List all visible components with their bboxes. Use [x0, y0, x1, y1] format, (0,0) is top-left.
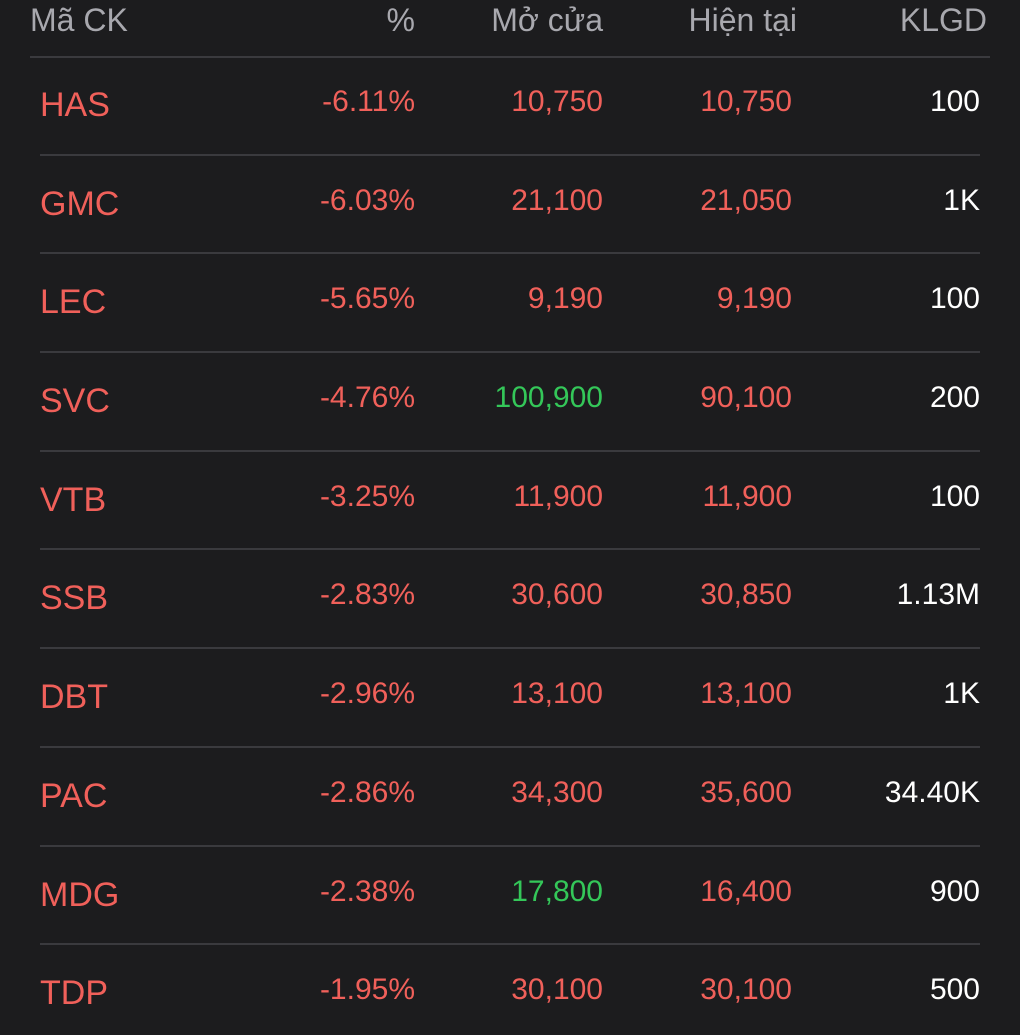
current-price: 35,600 — [700, 775, 792, 809]
trade-volume: 200 — [929, 381, 980, 415]
row-divider — [40, 252, 980, 255]
percent-change: -3.25% — [319, 479, 415, 513]
open-price: 9,190 — [527, 282, 603, 316]
trade-volume: 100 — [929, 85, 980, 118]
header-volume[interactable]: KLGD — [899, 2, 987, 38]
current-price: 21,050 — [700, 183, 792, 217]
header-symbol[interactable]: Mã CK — [30, 2, 128, 38]
open-price: 17,800 — [511, 874, 603, 908]
trade-volume: 1K — [943, 677, 980, 711]
stock-symbol: LEC — [40, 283, 107, 322]
trade-volume: 900 — [929, 874, 980, 908]
stock-symbol: DBT — [40, 678, 108, 717]
stock-symbol: HAS — [40, 86, 110, 124]
percent-change: -2.83% — [319, 578, 415, 612]
table-row[interactable]: GMC -6.03% 21,100 21,050 1K — [0, 156, 1020, 255]
row-divider — [40, 548, 980, 551]
stock-symbol: SVC — [40, 382, 110, 421]
current-price: 13,100 — [700, 677, 792, 711]
open-price: 30,600 — [511, 578, 603, 612]
open-price: 10,750 — [511, 85, 603, 118]
row-divider — [40, 449, 980, 452]
percent-change: -6.11% — [322, 85, 415, 118]
table-row[interactable]: TDP -1.95% 30,100 30,100 500 — [0, 945, 1020, 1035]
trade-volume: 100 — [929, 479, 980, 513]
trade-volume: 1.13M — [896, 578, 980, 612]
table-row[interactable]: PAC -2.86% 34,300 35,600 34.40K — [0, 748, 1020, 847]
table-header: Mã CK % Mở cửa Hiện tại KLGD — [0, 0, 1020, 40]
table-row[interactable]: SVC -4.76% 100,900 90,100 200 — [0, 353, 1020, 452]
table-row[interactable]: DBT -2.96% 13,100 13,100 1K — [0, 649, 1020, 748]
header-percent[interactable]: % — [386, 2, 415, 38]
percent-change: -2.38% — [319, 874, 415, 908]
stock-symbol: GMC — [40, 184, 120, 223]
percent-change: -1.95% — [319, 973, 415, 1007]
stock-symbol: VTB — [40, 480, 107, 519]
trade-volume: 100 — [929, 282, 980, 316]
row-divider — [40, 943, 980, 946]
open-price: 30,100 — [511, 973, 603, 1007]
percent-change: -6.03% — [319, 183, 415, 217]
current-price: 30,850 — [700, 578, 792, 612]
current-price: 30,100 — [700, 973, 792, 1007]
open-price: 11,900 — [513, 479, 603, 513]
stock-symbol: TDP — [40, 974, 108, 1013]
current-price: 10,750 — [700, 85, 792, 118]
open-price: 34,300 — [511, 775, 603, 809]
header-current[interactable]: Hiện tại — [688, 2, 798, 38]
row-divider — [40, 153, 980, 156]
open-price: 100,900 — [494, 381, 603, 415]
current-price: 16,400 — [700, 874, 792, 908]
header-open[interactable]: Mở cửa — [491, 2, 603, 38]
trade-volume: 34.40K — [884, 775, 980, 809]
header-divider — [30, 56, 990, 58]
table-row[interactable]: VTB -3.25% 11,900 11,900 100 — [0, 452, 1020, 551]
table-row[interactable]: HAS -6.11% 10,750 10,750 100 — [0, 57, 1020, 156]
table-row[interactable]: LEC -5.65% 9,190 9,190 100 — [0, 254, 1020, 354]
percent-change: -4.76% — [319, 381, 415, 415]
row-divider — [40, 351, 980, 354]
trade-volume: 500 — [929, 973, 980, 1007]
open-price: 21,100 — [511, 183, 603, 217]
current-price: 11,900 — [702, 479, 792, 513]
stock-symbol: SSB — [40, 579, 109, 618]
row-divider — [40, 844, 980, 847]
table-row[interactable]: SSB -2.83% 30,600 30,850 1.13M — [0, 550, 1020, 650]
stock-symbol: PAC — [40, 776, 108, 815]
current-price: 9,190 — [716, 282, 792, 316]
row-divider — [40, 647, 980, 650]
open-price: 13,100 — [511, 677, 603, 711]
percent-change: -5.65% — [319, 282, 415, 316]
table-row[interactable]: MDG -2.38% 17,800 16,400 900 — [0, 847, 1020, 946]
current-price: 90,100 — [700, 381, 792, 415]
trade-volume: 1K — [943, 183, 980, 217]
stock-list: HAS -6.11% 10,750 10,750 100 GMC -6.03% 21,100 2… — [0, 57, 1020, 1035]
stock-symbol: MDG — [40, 875, 120, 914]
row-divider — [40, 745, 980, 748]
percent-change: -2.86% — [319, 775, 415, 809]
percent-change: -2.96% — [319, 677, 415, 711]
